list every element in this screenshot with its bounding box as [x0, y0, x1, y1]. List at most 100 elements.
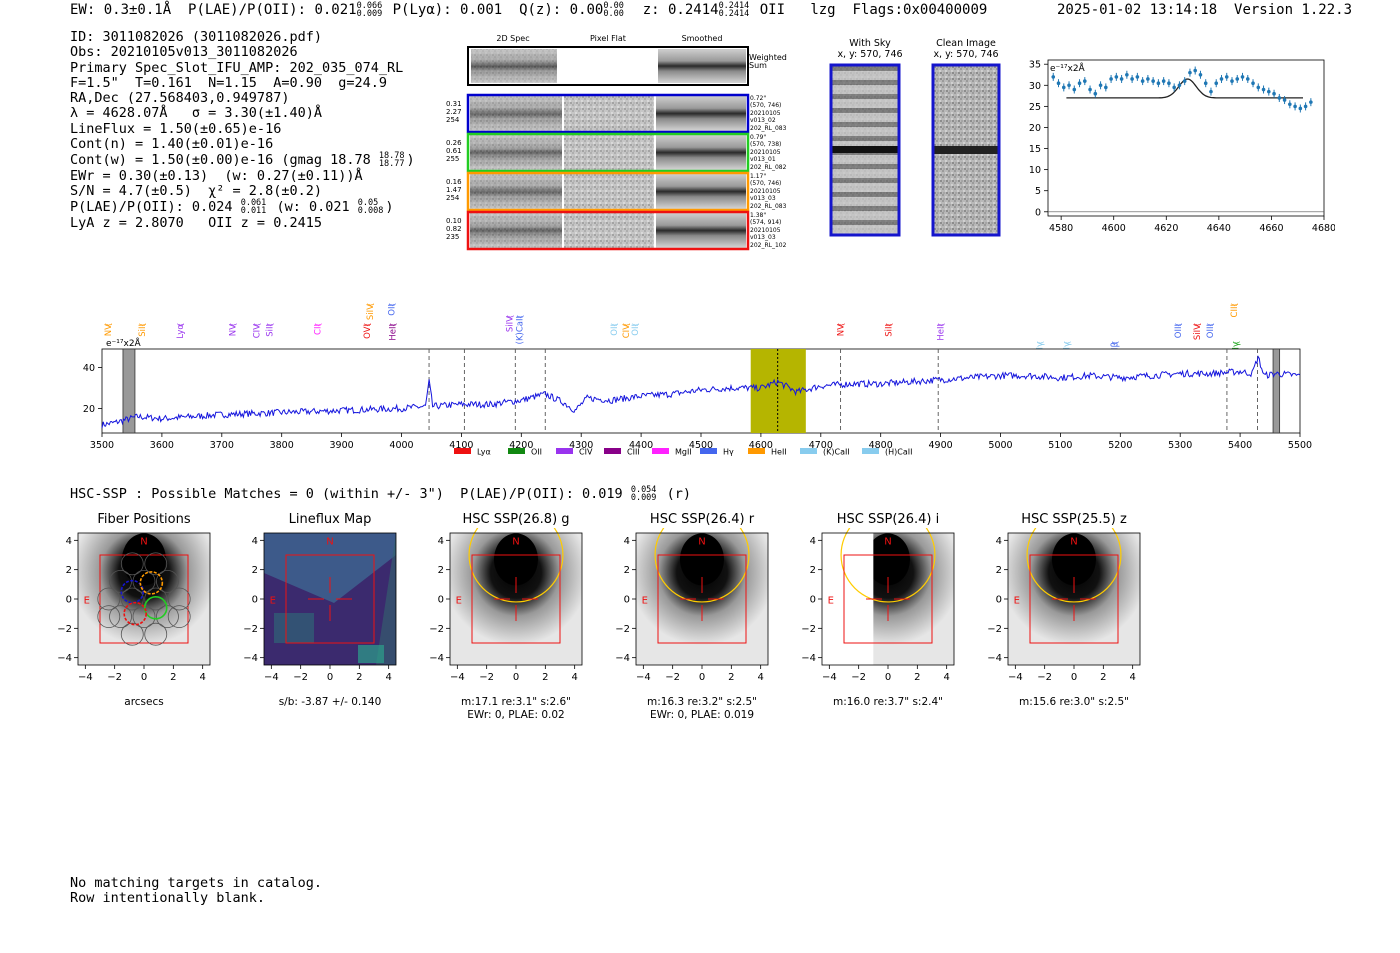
zoom-data-point — [1083, 79, 1087, 83]
line-marker-label: Hγ — [1062, 342, 1072, 353]
zoom-data-point — [1288, 102, 1292, 107]
line-marker-label: OVI — [363, 324, 373, 339]
line-fit-highlight — [750, 349, 806, 433]
header-plae: P(LAE)/P(OII): 0.021 — [188, 2, 357, 18]
zoom-xtick-label: 4660 — [1259, 223, 1283, 232]
cutout-row-label: 1.38" (574, 914) 20210105 v013_03 202_RL… — [750, 212, 787, 249]
aperture-circle — [840, 528, 936, 603]
legend-label: HeII — [771, 448, 787, 457]
compass-north: N — [698, 537, 705, 548]
line-marker-brace: { — [367, 303, 375, 307]
zoom-ytick-label: 15 — [1029, 144, 1041, 155]
panel-footer-line: m:16.3 re:3.2" s:2.5" — [647, 696, 757, 708]
catalog-message-line2: Row intentionally blank. — [70, 890, 266, 906]
aperture-circle — [1026, 528, 1122, 603]
panel-hsc-3: N E −4 −4 −2 −2 0 0 2 2 4 4 — [429, 528, 583, 683]
compass-north: N — [326, 537, 333, 548]
full-xtick-label: 5200 — [1108, 440, 1132, 451]
header-datetime: 2025-01-02 13:14:18 — [1057, 2, 1218, 18]
line-marker-label: OIII — [1174, 324, 1184, 338]
line-marker-brace: { — [1231, 303, 1239, 307]
panel-ytick-label: −4 — [429, 653, 444, 664]
full-xtick-label: 4100 — [449, 440, 473, 451]
cutout-row-value: 0.82 — [446, 225, 462, 233]
full-ytick-label: 20 — [83, 404, 95, 415]
with-sky-xy: x, y: 570, 746 — [837, 49, 903, 60]
lineflux-region — [264, 533, 396, 603]
panel-xtick-label: −2 — [665, 672, 680, 683]
line-marker-brace: { — [230, 323, 238, 327]
full-xtick-label: 4400 — [629, 440, 653, 451]
line-marker-label: SiIV — [366, 304, 376, 320]
clean-image-xy: x, y: 570, 746 — [933, 49, 999, 60]
line-marker-brace: { — [1175, 323, 1183, 327]
panel-ytick-label: −4 — [615, 653, 630, 664]
cutout-row-value: 1.47 — [446, 186, 462, 194]
hsc-lo: 0.009 — [630, 493, 657, 503]
aperture-circle — [654, 528, 750, 603]
full-xtick-label: 4300 — [569, 440, 593, 451]
line-marker-brace: { — [1194, 323, 1202, 327]
zoom-data-point — [1119, 77, 1124, 81]
full-xtick-label: 3500 — [90, 440, 114, 451]
hsc-summary: HSC-SSP : Possible Matches = 0 (within +… — [70, 485, 691, 503]
panel-footer-line: arcsecs — [124, 696, 164, 708]
full-xtick-label: 4700 — [809, 440, 833, 451]
zoom-data-point — [1261, 87, 1266, 92]
galaxy-core — [494, 533, 538, 586]
panel-hsc-4: N E −4 −4 −2 −2 0 0 2 2 4 4 — [615, 528, 769, 683]
compass-north: N — [140, 537, 147, 548]
panel-footer: m:15.6 re:3.0" s:2.5" — [978, 696, 1170, 709]
panel-xtick-label: 0 — [513, 672, 519, 683]
legend-swatch — [604, 448, 621, 454]
line-marker-label: HeII — [389, 324, 399, 341]
zoom-ytick-label: 5 — [1035, 186, 1041, 197]
zoom-data-point — [1140, 79, 1145, 83]
hsc-hi: 0.054 — [630, 485, 657, 495]
masked-region — [122, 348, 136, 434]
panel-ytick-label: 4 — [624, 536, 630, 547]
panel-xtick-label: 4 — [943, 672, 949, 683]
panel-hsc-6: N E −4 −4 −2 −2 0 0 2 2 4 4 — [987, 528, 1141, 683]
full-xtick-label: 4000 — [389, 440, 413, 451]
zoom-plot-frame — [1047, 59, 1325, 217]
panel-xtick-label: −2 — [1037, 672, 1052, 683]
fiber-circle — [132, 605, 156, 628]
panel-title: HSC SSP(25.5) z — [1021, 512, 1127, 527]
full-xtick-label: 5000 — [988, 440, 1012, 451]
with-sky-title: With Sky x, y: 570, 746 — [822, 38, 918, 60]
header-qz-hi: 0.00 — [603, 1, 624, 11]
panel-footer: arcsecs — [48, 696, 240, 709]
line-marker-brace: { — [315, 323, 323, 327]
line-marker-label: SiII — [138, 324, 148, 337]
info-plae-text: P(LAE)/P(OII): 0.024 — [70, 199, 233, 216]
zoom-data-point — [1224, 75, 1229, 79]
cutout-row-value: 2.27 — [446, 108, 462, 116]
panel-ytick-label: −2 — [987, 624, 1002, 635]
header-z: z: 0.2414 — [642, 2, 719, 18]
line-marker-label: NV — [229, 324, 239, 336]
full-xtick-label: 4800 — [869, 440, 893, 451]
panel-title: HSC SSP(26.8) g — [462, 512, 570, 527]
zoom-data-point — [1245, 77, 1250, 81]
cutout-row-1 — [466, 93, 750, 134]
line-marker-label: OII — [387, 304, 397, 316]
line-marker-brace: { — [886, 323, 894, 327]
zoom-ytick-label: 35 — [1029, 60, 1041, 71]
line-marker-label: OIII — [1206, 324, 1216, 338]
full-xtick-label: 4900 — [929, 440, 953, 451]
legend-label: Hγ — [723, 448, 734, 457]
panel-ytick-label: 4 — [252, 536, 258, 547]
zoom-data-point — [1177, 83, 1182, 88]
cutout-row-values: 0.31 2.27 254 — [446, 100, 462, 124]
cutout-row-value: 0.16 — [446, 178, 462, 186]
zoom-xtick-label: 4600 — [1102, 223, 1126, 232]
zoom-xtick-label: 4680 — [1312, 223, 1335, 232]
zoom-xtick-label: 4580 — [1049, 223, 1073, 232]
galaxy-core — [866, 533, 910, 586]
panel-xtick-label: 2 — [1100, 672, 1106, 683]
cutout-row-border — [466, 132, 750, 173]
panel-xtick-label: 2 — [356, 672, 362, 683]
panel-xtick-label: 4 — [757, 672, 763, 683]
line-marker-label: Hβ — [1110, 342, 1120, 354]
